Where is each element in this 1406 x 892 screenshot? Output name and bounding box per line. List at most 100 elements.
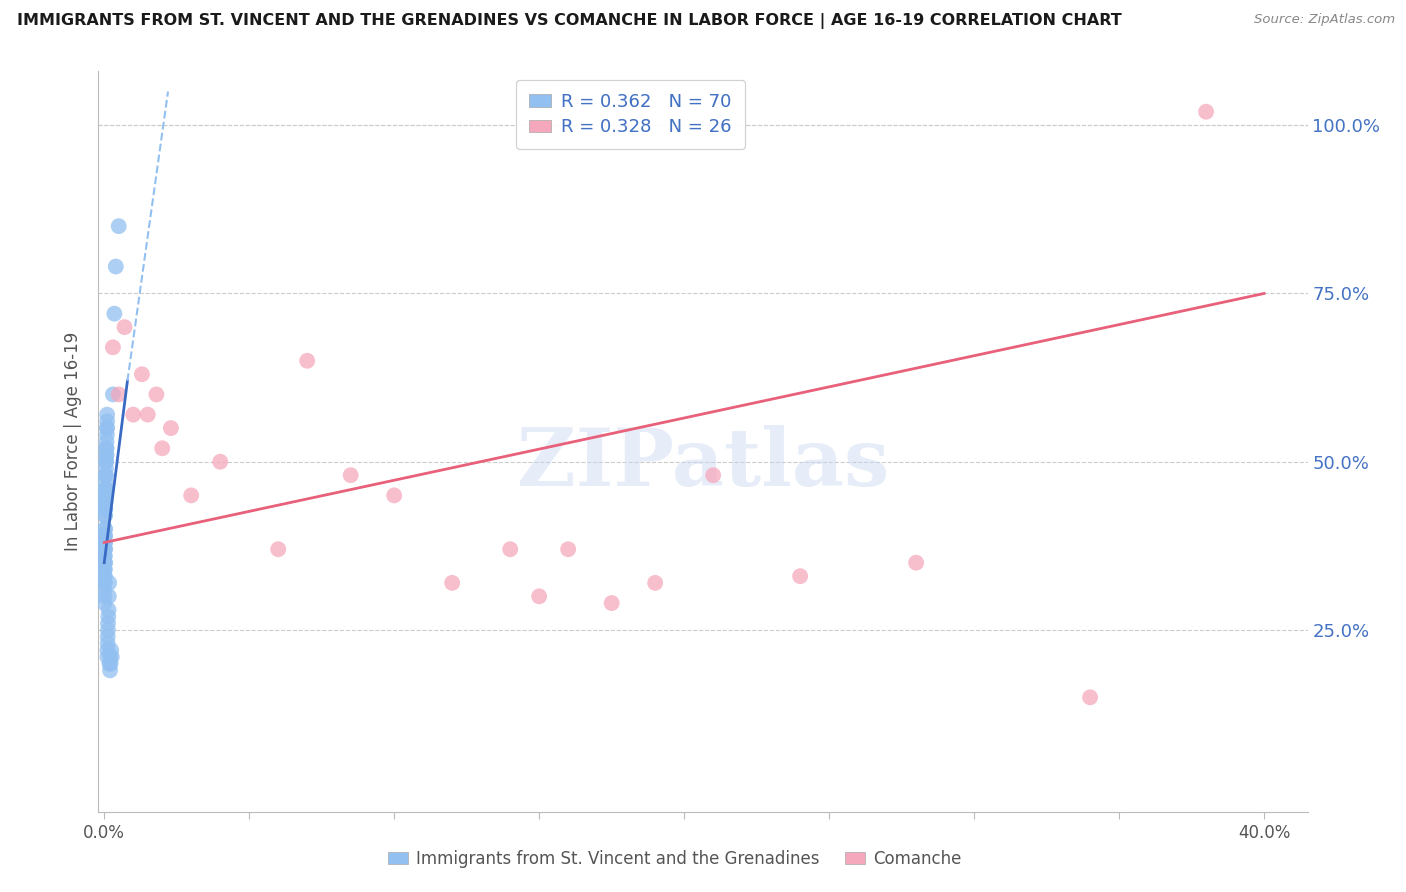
Point <box>527 590 550 604</box>
Point <box>98 664 121 678</box>
Point <box>96 408 118 422</box>
Point <box>97 636 120 650</box>
Point <box>96 427 118 442</box>
Point <box>96 442 118 456</box>
Point <box>93 596 115 610</box>
Point <box>94 482 117 496</box>
Point <box>100 649 122 664</box>
Point <box>100 657 122 671</box>
Point <box>94 508 117 523</box>
Point <box>96 434 118 449</box>
Point <box>94 575 117 590</box>
Point <box>557 542 579 557</box>
Text: ZIPatlas: ZIPatlas <box>517 425 889 503</box>
Point <box>441 575 464 590</box>
Point <box>600 596 623 610</box>
Point <box>101 387 124 401</box>
Legend: Immigrants from St. Vincent and the Grenadines, Comanche: Immigrants from St. Vincent and the Gren… <box>381 844 969 875</box>
Point <box>96 649 118 664</box>
Point <box>94 529 117 543</box>
Point <box>94 468 117 483</box>
Point <box>103 307 125 321</box>
Point <box>94 556 117 570</box>
Point <box>180 488 202 502</box>
Point <box>1078 690 1101 705</box>
Point <box>94 482 117 496</box>
Point <box>96 442 118 456</box>
Point <box>94 522 117 536</box>
Point <box>94 488 117 502</box>
Point <box>101 340 124 354</box>
Point <box>107 387 129 401</box>
Point <box>339 468 361 483</box>
Point <box>96 455 118 469</box>
Point <box>94 529 117 543</box>
Point <box>96 643 118 657</box>
Point <box>382 488 405 502</box>
Point <box>93 542 115 557</box>
Point <box>97 630 120 644</box>
Point <box>499 542 522 557</box>
Point <box>94 488 117 502</box>
Point <box>97 623 120 637</box>
Point <box>93 556 115 570</box>
Point <box>644 575 666 590</box>
Point <box>98 657 121 671</box>
Point <box>789 569 811 583</box>
Point <box>94 522 117 536</box>
Point <box>94 542 117 557</box>
Point <box>1195 104 1218 119</box>
Point <box>97 590 120 604</box>
Point <box>97 603 120 617</box>
Point <box>94 455 117 469</box>
Point <box>93 535 115 549</box>
Point <box>93 582 115 597</box>
Point <box>295 353 318 368</box>
Point <box>96 421 118 435</box>
Legend: R = 0.362   N = 70, R = 0.328   N = 26: R = 0.362 N = 70, R = 0.328 N = 26 <box>516 80 745 149</box>
Point <box>93 562 115 576</box>
Point <box>104 260 127 274</box>
Point <box>94 535 117 549</box>
Point <box>93 590 115 604</box>
Point <box>94 556 117 570</box>
Point <box>94 475 117 489</box>
Point <box>267 542 290 557</box>
Point <box>94 535 117 549</box>
Point <box>94 562 117 576</box>
Y-axis label: In Labor Force | Age 16-19: In Labor Force | Age 16-19 <box>65 332 83 551</box>
Point <box>96 421 118 435</box>
Point <box>94 495 117 509</box>
Point <box>96 414 118 428</box>
Point <box>160 421 183 435</box>
Point <box>905 556 928 570</box>
Point <box>94 501 117 516</box>
Point <box>94 501 117 516</box>
Point <box>107 219 129 234</box>
Point <box>94 495 117 509</box>
Point <box>98 575 121 590</box>
Point <box>145 387 167 401</box>
Point <box>93 575 115 590</box>
Point <box>131 368 153 382</box>
Point <box>702 468 724 483</box>
Point <box>93 569 115 583</box>
Point <box>97 609 120 624</box>
Point <box>98 649 121 664</box>
Text: Source: ZipAtlas.com: Source: ZipAtlas.com <box>1254 13 1395 27</box>
Point <box>122 408 145 422</box>
Point <box>94 542 117 557</box>
Point <box>94 549 117 563</box>
Point <box>94 569 117 583</box>
Point <box>209 455 232 469</box>
Point <box>97 616 120 631</box>
Point <box>100 643 122 657</box>
Point <box>96 448 118 462</box>
Point <box>136 408 159 422</box>
Point <box>93 549 115 563</box>
Text: IMMIGRANTS FROM ST. VINCENT AND THE GRENADINES VS COMANCHE IN LABOR FORCE | AGE : IMMIGRANTS FROM ST. VINCENT AND THE GREN… <box>17 13 1122 29</box>
Point <box>114 320 136 334</box>
Point <box>96 448 118 462</box>
Point <box>94 508 117 523</box>
Point <box>94 461 117 475</box>
